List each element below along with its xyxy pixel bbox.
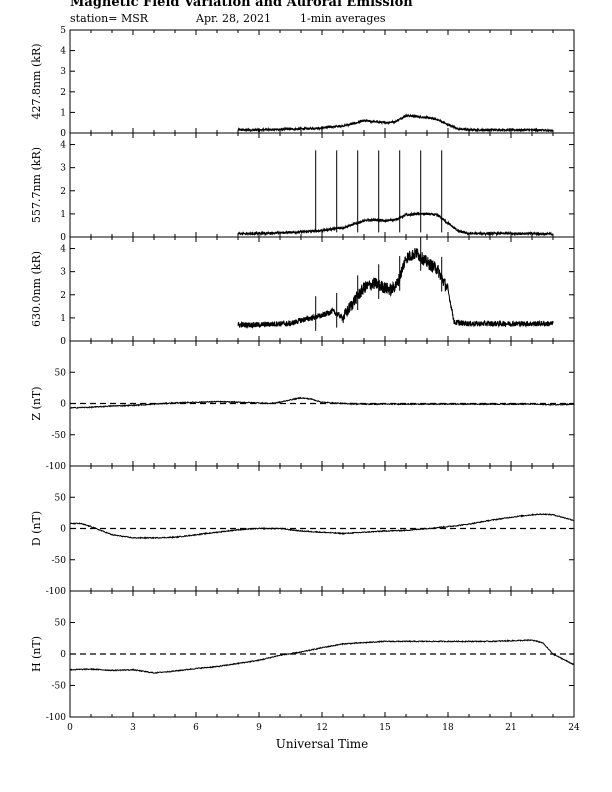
y-axis-label-427-8nm: 427.8nm (kR) [30, 43, 43, 119]
y-tick-label-h: -50 [52, 682, 67, 692]
y-tick-label-557-7nm: 2 [60, 187, 66, 197]
series-line-d [69, 513, 575, 540]
y-tick-label-557-7nm: 4 [60, 141, 66, 151]
y-tick-label-d: -50 [52, 556, 67, 566]
y-tick-label-d: -100 [46, 587, 66, 597]
y-tick-label-z: -100 [46, 462, 66, 472]
series-line-z [69, 396, 575, 409]
x-tick-label: 12 [316, 723, 327, 733]
y-tick-label-557-7nm: 3 [60, 164, 66, 174]
x-tick-label: 3 [130, 723, 136, 733]
x-tick-label: 9 [256, 723, 262, 733]
y-tick-label-427-8nm: 0 [60, 129, 66, 139]
y-tick-label-630-0nm: 2 [60, 291, 66, 301]
series-line-557-7nm [237, 211, 554, 237]
y-tick-label-630-0nm: 1 [60, 314, 66, 324]
chart-title: Magnetic Field Variation and Auroral Emi… [70, 0, 413, 10]
y-tick-label-557-7nm: 1 [60, 210, 66, 220]
x-tick-label: 18 [442, 723, 454, 733]
y-tick-label-630-0nm: 4 [60, 245, 66, 255]
y-tick-label-427-8nm: 5 [60, 26, 66, 36]
y-tick-label-427-8nm: 2 [60, 88, 66, 98]
series-line-427-8nm [237, 113, 554, 133]
x-tick-label: 24 [568, 723, 580, 733]
y-tick-label-630-0nm: 3 [60, 268, 66, 278]
y-tick-label-h: 0 [60, 650, 66, 660]
y-tick-label-557-7nm: 0 [60, 233, 66, 243]
y-tick-label-z: 0 [60, 400, 66, 410]
y-axis-label-d: D (nT) [30, 511, 43, 546]
y-tick-label-427-8nm: 4 [60, 47, 66, 57]
y-tick-label-d: 0 [60, 525, 66, 535]
y-tick-label-z: 50 [55, 368, 67, 378]
series-line-630-0nm [237, 248, 554, 330]
panel-frame-427-8nm [69, 29, 575, 134]
x-tick-label: 0 [67, 723, 73, 733]
averaging-label: 1-min averages [300, 12, 386, 25]
y-tick-label-630-0nm: 0 [60, 337, 66, 347]
x-tick-label: 15 [379, 723, 391, 733]
y-axis-label-z: Z (nT) [30, 386, 43, 420]
y-tick-label-h: 50 [55, 619, 67, 629]
y-axis-label-630-0nm: 630.0nm (kR) [30, 251, 43, 327]
date-label: Apr. 28, 2021 [196, 12, 272, 25]
y-axis-label-557-7nm: 557.7nm (kR) [30, 147, 43, 223]
y-axis-label-h: H (nT) [30, 636, 43, 672]
y-tick-label-z: -50 [52, 431, 67, 441]
x-tick-label: 6 [193, 723, 199, 733]
x-axis-label: Universal Time [276, 737, 369, 751]
y-tick-label-d: 50 [55, 493, 67, 503]
panel-frame-557-7nm [69, 132, 575, 238]
y-tick-label-427-8nm: 3 [60, 67, 66, 77]
x-tick-label: 21 [505, 723, 516, 733]
y-tick-label-h: -100 [46, 713, 66, 723]
y-tick-label-427-8nm: 1 [60, 108, 66, 118]
series-line-h [69, 639, 575, 674]
station-label: station= MSR [70, 12, 149, 25]
